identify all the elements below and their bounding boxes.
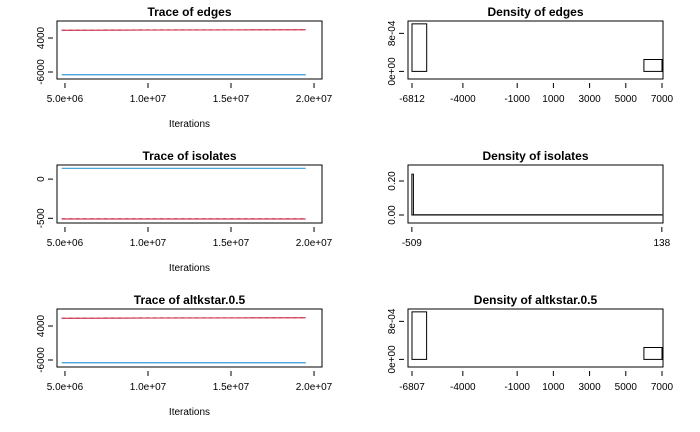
y-tick-label: 8e-04 [387,308,398,334]
x-tick-label: -4000 [450,382,476,393]
x-tick-label: -6812 [399,94,425,105]
x-tick-label: 1.0e+07 [130,382,167,393]
x-tick-label: 3000 [578,94,601,105]
x-axis-label: Iterations [169,263,210,274]
panel-title: Density of isolates [482,149,588,163]
y-tick-label: -6000 [36,347,47,373]
panel-title: Trace of edges [147,5,231,19]
plot-frame [56,164,323,224]
y-tick-label: 8e-04 [387,20,398,46]
x-tick-label: -4000 [450,94,476,105]
x-tick-label: 1.0e+07 [130,238,167,249]
x-tick-label: 5.0e+06 [47,382,84,393]
x-tick-label: -509 [402,238,422,249]
plot-frame [56,20,323,80]
x-tick-label: -1000 [504,382,530,393]
plot-frame [56,308,323,368]
histogram-bar [643,347,663,360]
x-tick-label: 138 [653,238,670,249]
x-tick-label: 2.0e+07 [296,382,333,393]
y-tick-label: -500 [36,208,47,228]
y-tick-label: 4000 [36,26,47,49]
x-tick-label: 2.0e+07 [296,94,333,105]
panel-title: Trace of isolates [142,149,236,163]
x-tick-label: 1.5e+07 [213,94,250,105]
x-tick-label: 2.0e+07 [296,238,333,249]
y-tick-label: 0 [36,176,47,182]
histogram-bar [411,173,414,216]
trace-line [61,317,306,319]
x-tick-label: -6807 [399,382,425,393]
histogram-bar [411,311,428,360]
x-tick-label: 5.0e+06 [47,94,84,105]
x-tick-label: 5000 [615,382,638,393]
x-tick-label: -1000 [504,94,530,105]
plot-frame [407,164,664,224]
x-tick-label: 7000 [651,382,674,393]
y-tick-label: 0.00 [387,205,398,225]
trace-line [61,29,306,31]
histogram-bar [411,23,428,72]
x-axis-label: Iterations [169,119,210,130]
panel-title: Density of altkstar.0.5 [474,293,598,307]
panel-title: Trace of altkstar.0.5 [134,293,246,307]
x-tick-label: 1000 [542,382,565,393]
x-tick-label: 1.5e+07 [213,382,250,393]
y-tick-label: 4000 [36,314,47,337]
y-tick-label: 0e+00 [387,57,398,86]
x-axis-label: Iterations [169,407,210,418]
histogram-bar [643,59,663,72]
y-tick-label: 0.20 [387,171,398,191]
plot-frame [407,308,664,368]
y-tick-label: -6000 [36,59,47,85]
x-tick-label: 1.0e+07 [130,94,167,105]
x-tick-label: 3000 [578,382,601,393]
panel-title: Density of edges [487,5,583,19]
plot-frame [407,20,664,80]
x-tick-label: 7000 [651,94,674,105]
y-tick-label: 0e+00 [387,345,398,374]
x-tick-label: 5.0e+06 [47,238,84,249]
x-tick-label: 1000 [542,94,565,105]
x-tick-label: 1.5e+07 [213,238,250,249]
x-tick-label: 5000 [615,94,638,105]
